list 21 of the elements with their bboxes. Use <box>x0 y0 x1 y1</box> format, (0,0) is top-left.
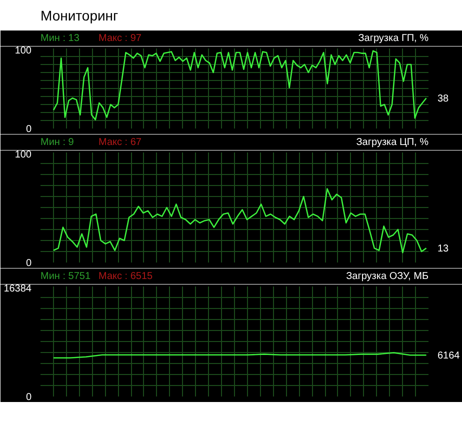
y-tick-label: 0 <box>26 392 32 403</box>
text: 38 <box>438 94 450 105</box>
text: Мин : 5751 <box>40 271 91 282</box>
text: Мин : 13 <box>40 33 80 44</box>
text: Макс : 6515 <box>98 271 154 282</box>
text: 13 <box>438 244 450 255</box>
y-tick-label: 16384 <box>4 284 32 294</box>
y-tick-label: 100 <box>14 150 32 160</box>
text: Мин : 9 <box>40 137 74 148</box>
line-series <box>52 50 427 120</box>
text: 6164 <box>438 350 460 362</box>
chart-subtitle: Загрузка ЦП, % <box>356 137 429 148</box>
text: Макс : 67 <box>98 137 142 148</box>
y-tick-label: 0 <box>26 258 32 269</box>
y-tick-label: 0 <box>26 124 32 135</box>
line-series <box>52 188 427 254</box>
chart-subtitle: Загрузка ОЗУ, МБ <box>346 271 429 282</box>
chart-title: Мониторинг <box>40 8 118 24</box>
y-tick-label: 100 <box>14 46 32 56</box>
chart-subtitle: Загрузка ГП, % <box>358 33 429 44</box>
text: Макс : 97 <box>98 33 142 44</box>
